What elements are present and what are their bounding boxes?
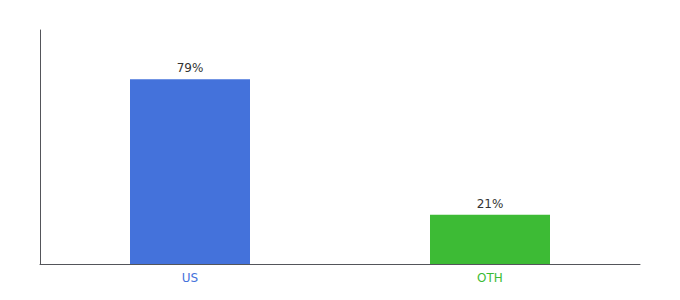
svg-text:21%: 21% <box>477 197 504 211</box>
svg-text:OTH: OTH <box>477 271 503 285</box>
svg-text:US: US <box>182 271 198 285</box>
svg-text:79%: 79% <box>177 61 204 75</box>
